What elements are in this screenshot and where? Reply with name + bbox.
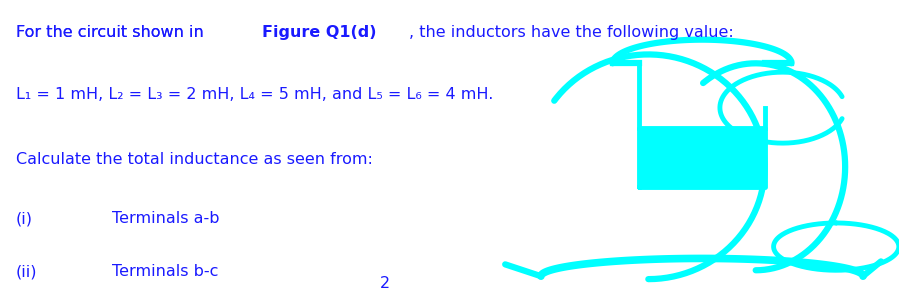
Polygon shape	[639, 128, 764, 188]
Text: L₁ = 1 mH, L₂ = L₃ = 2 mH, L₄ = 5 mH, and L₅ = L₆ = 4 mH.: L₁ = 1 mH, L₂ = L₃ = 2 mH, L₄ = 5 mH, an…	[15, 87, 492, 102]
Text: 2: 2	[380, 276, 390, 291]
Text: Terminals b-c: Terminals b-c	[112, 264, 217, 279]
Text: For the circuit shown in Figure Q1(d), the inductors have the following value:: For the circuit shown in Figure Q1(d), t…	[15, 25, 632, 40]
Text: Figure Q1(d): Figure Q1(d)	[262, 25, 376, 40]
Text: Terminals a-b: Terminals a-b	[112, 211, 219, 226]
Text: For the circuit shown in: For the circuit shown in	[15, 25, 208, 40]
Text: (ii): (ii)	[15, 264, 37, 279]
Text: (i): (i)	[15, 211, 32, 226]
Text: For the circuit shown in: For the circuit shown in	[15, 25, 208, 40]
Text: , the inductors have the following value:: , the inductors have the following value…	[409, 25, 732, 40]
Text: Calculate the total inductance as seen from:: Calculate the total inductance as seen f…	[15, 152, 373, 167]
